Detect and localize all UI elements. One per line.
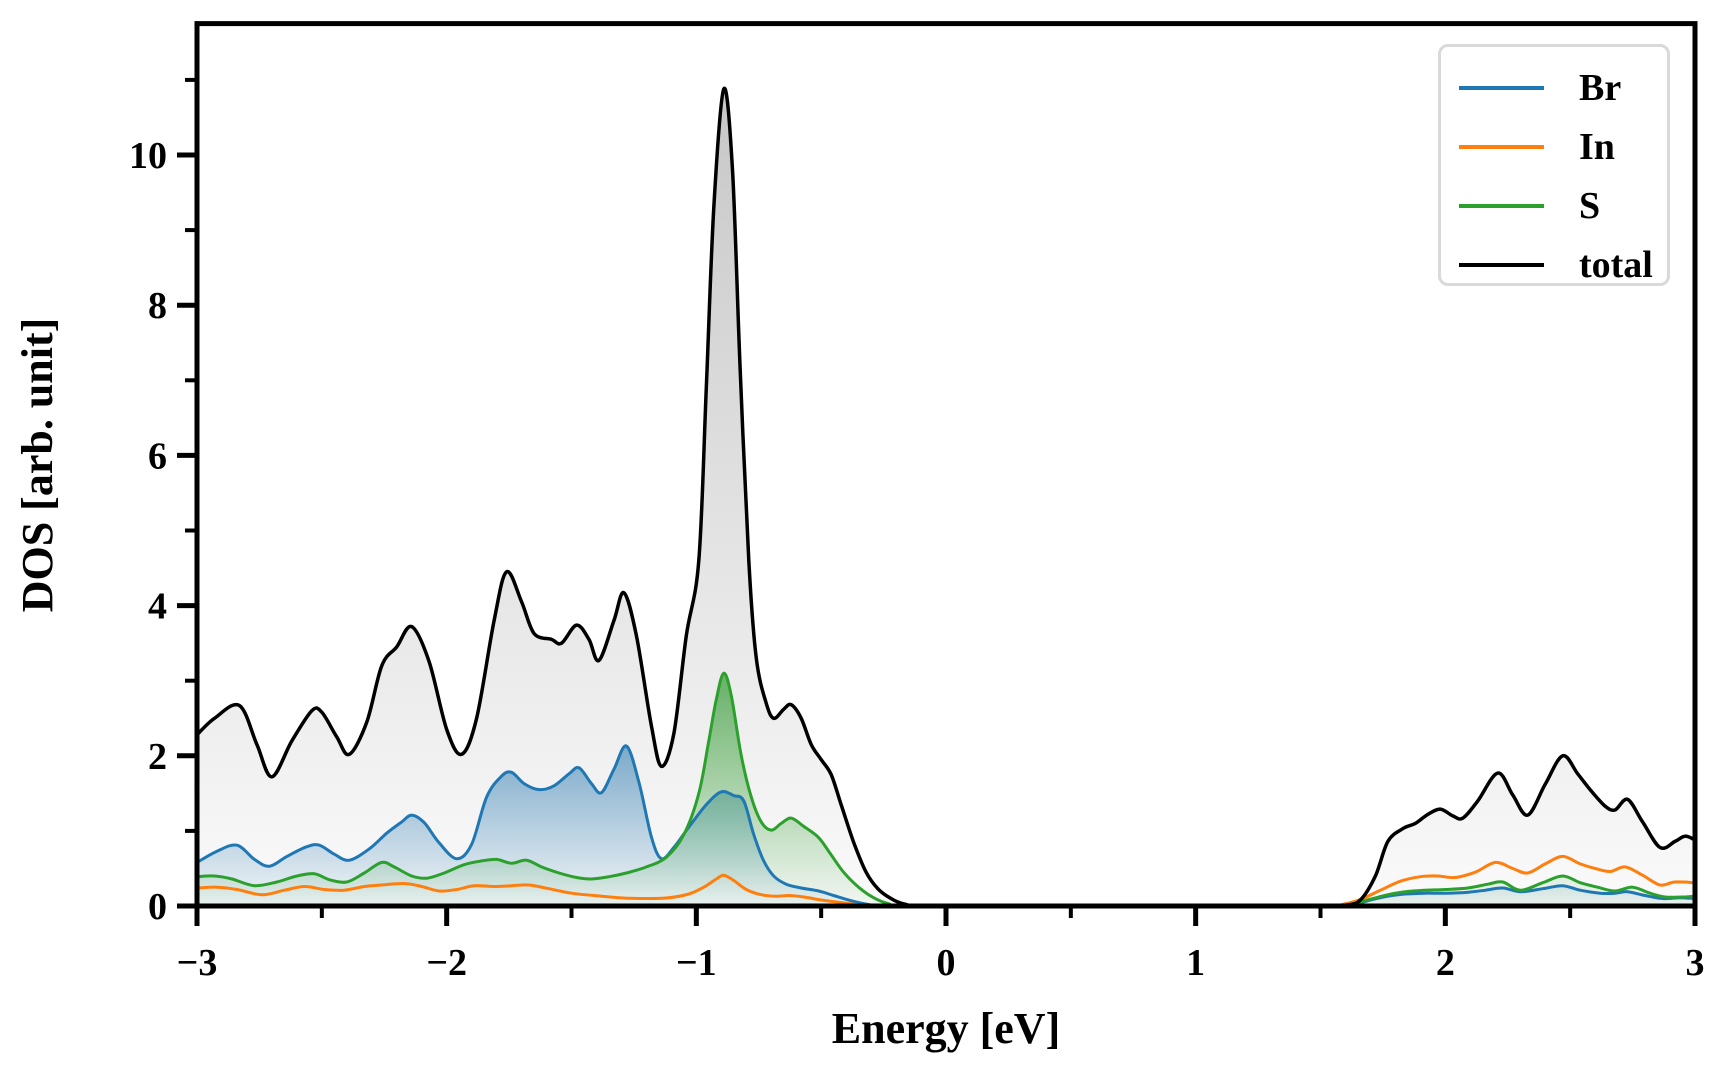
legend-label-In: In	[1579, 125, 1615, 168]
series-line-In	[195, 854, 1697, 908]
y-tick-label: 4	[148, 586, 167, 628]
legend-label-S: S	[1579, 184, 1601, 227]
plot-frame	[194, 21, 1698, 909]
y-tick-label: 6	[148, 435, 167, 477]
legend-line-swatch-In	[1459, 144, 1544, 149]
y-tick-label: 8	[148, 285, 167, 327]
x-tick-label: 2	[1436, 942, 1455, 984]
axis-tick-labels: −3 −2 −1 0 1 2 3 0 2 4 6 8 10	[129, 135, 1705, 984]
x-tick-label: 0	[937, 942, 956, 984]
series-fill-total	[197, 88, 1695, 907]
y-tick-label: 2	[148, 736, 167, 778]
legend-item-Br: Br	[1441, 58, 1667, 117]
series-line-total	[195, 86, 1697, 908]
legend-label-Br: Br	[1579, 66, 1622, 109]
x-tick-label: 1	[1186, 942, 1205, 984]
x-tick-label: −2	[426, 942, 467, 984]
legend-line-swatch-S	[1459, 203, 1544, 208]
legend-item-S: S	[1441, 176, 1667, 235]
series-lines	[195, 86, 1697, 908]
y-axis-title: DOS [arb. unit]	[13, 318, 62, 613]
y-tick-label: 10	[129, 135, 167, 177]
x-tick-label: 3	[1686, 942, 1705, 984]
legend-label-total: total	[1579, 243, 1653, 286]
series-line-Br	[195, 744, 1697, 908]
legend-item-In: In	[1441, 117, 1667, 176]
x-tick-label: −3	[177, 942, 218, 984]
x-tick-label: −1	[676, 942, 717, 984]
series-line-S	[195, 671, 1697, 908]
legend-item-total: total	[1441, 235, 1667, 294]
legend-line-swatch-total	[1459, 262, 1544, 267]
x-axis-title: Energy [eV]	[832, 1004, 1061, 1053]
legend-line-swatch-Br	[1459, 85, 1544, 90]
y-tick-label: 0	[148, 886, 167, 928]
